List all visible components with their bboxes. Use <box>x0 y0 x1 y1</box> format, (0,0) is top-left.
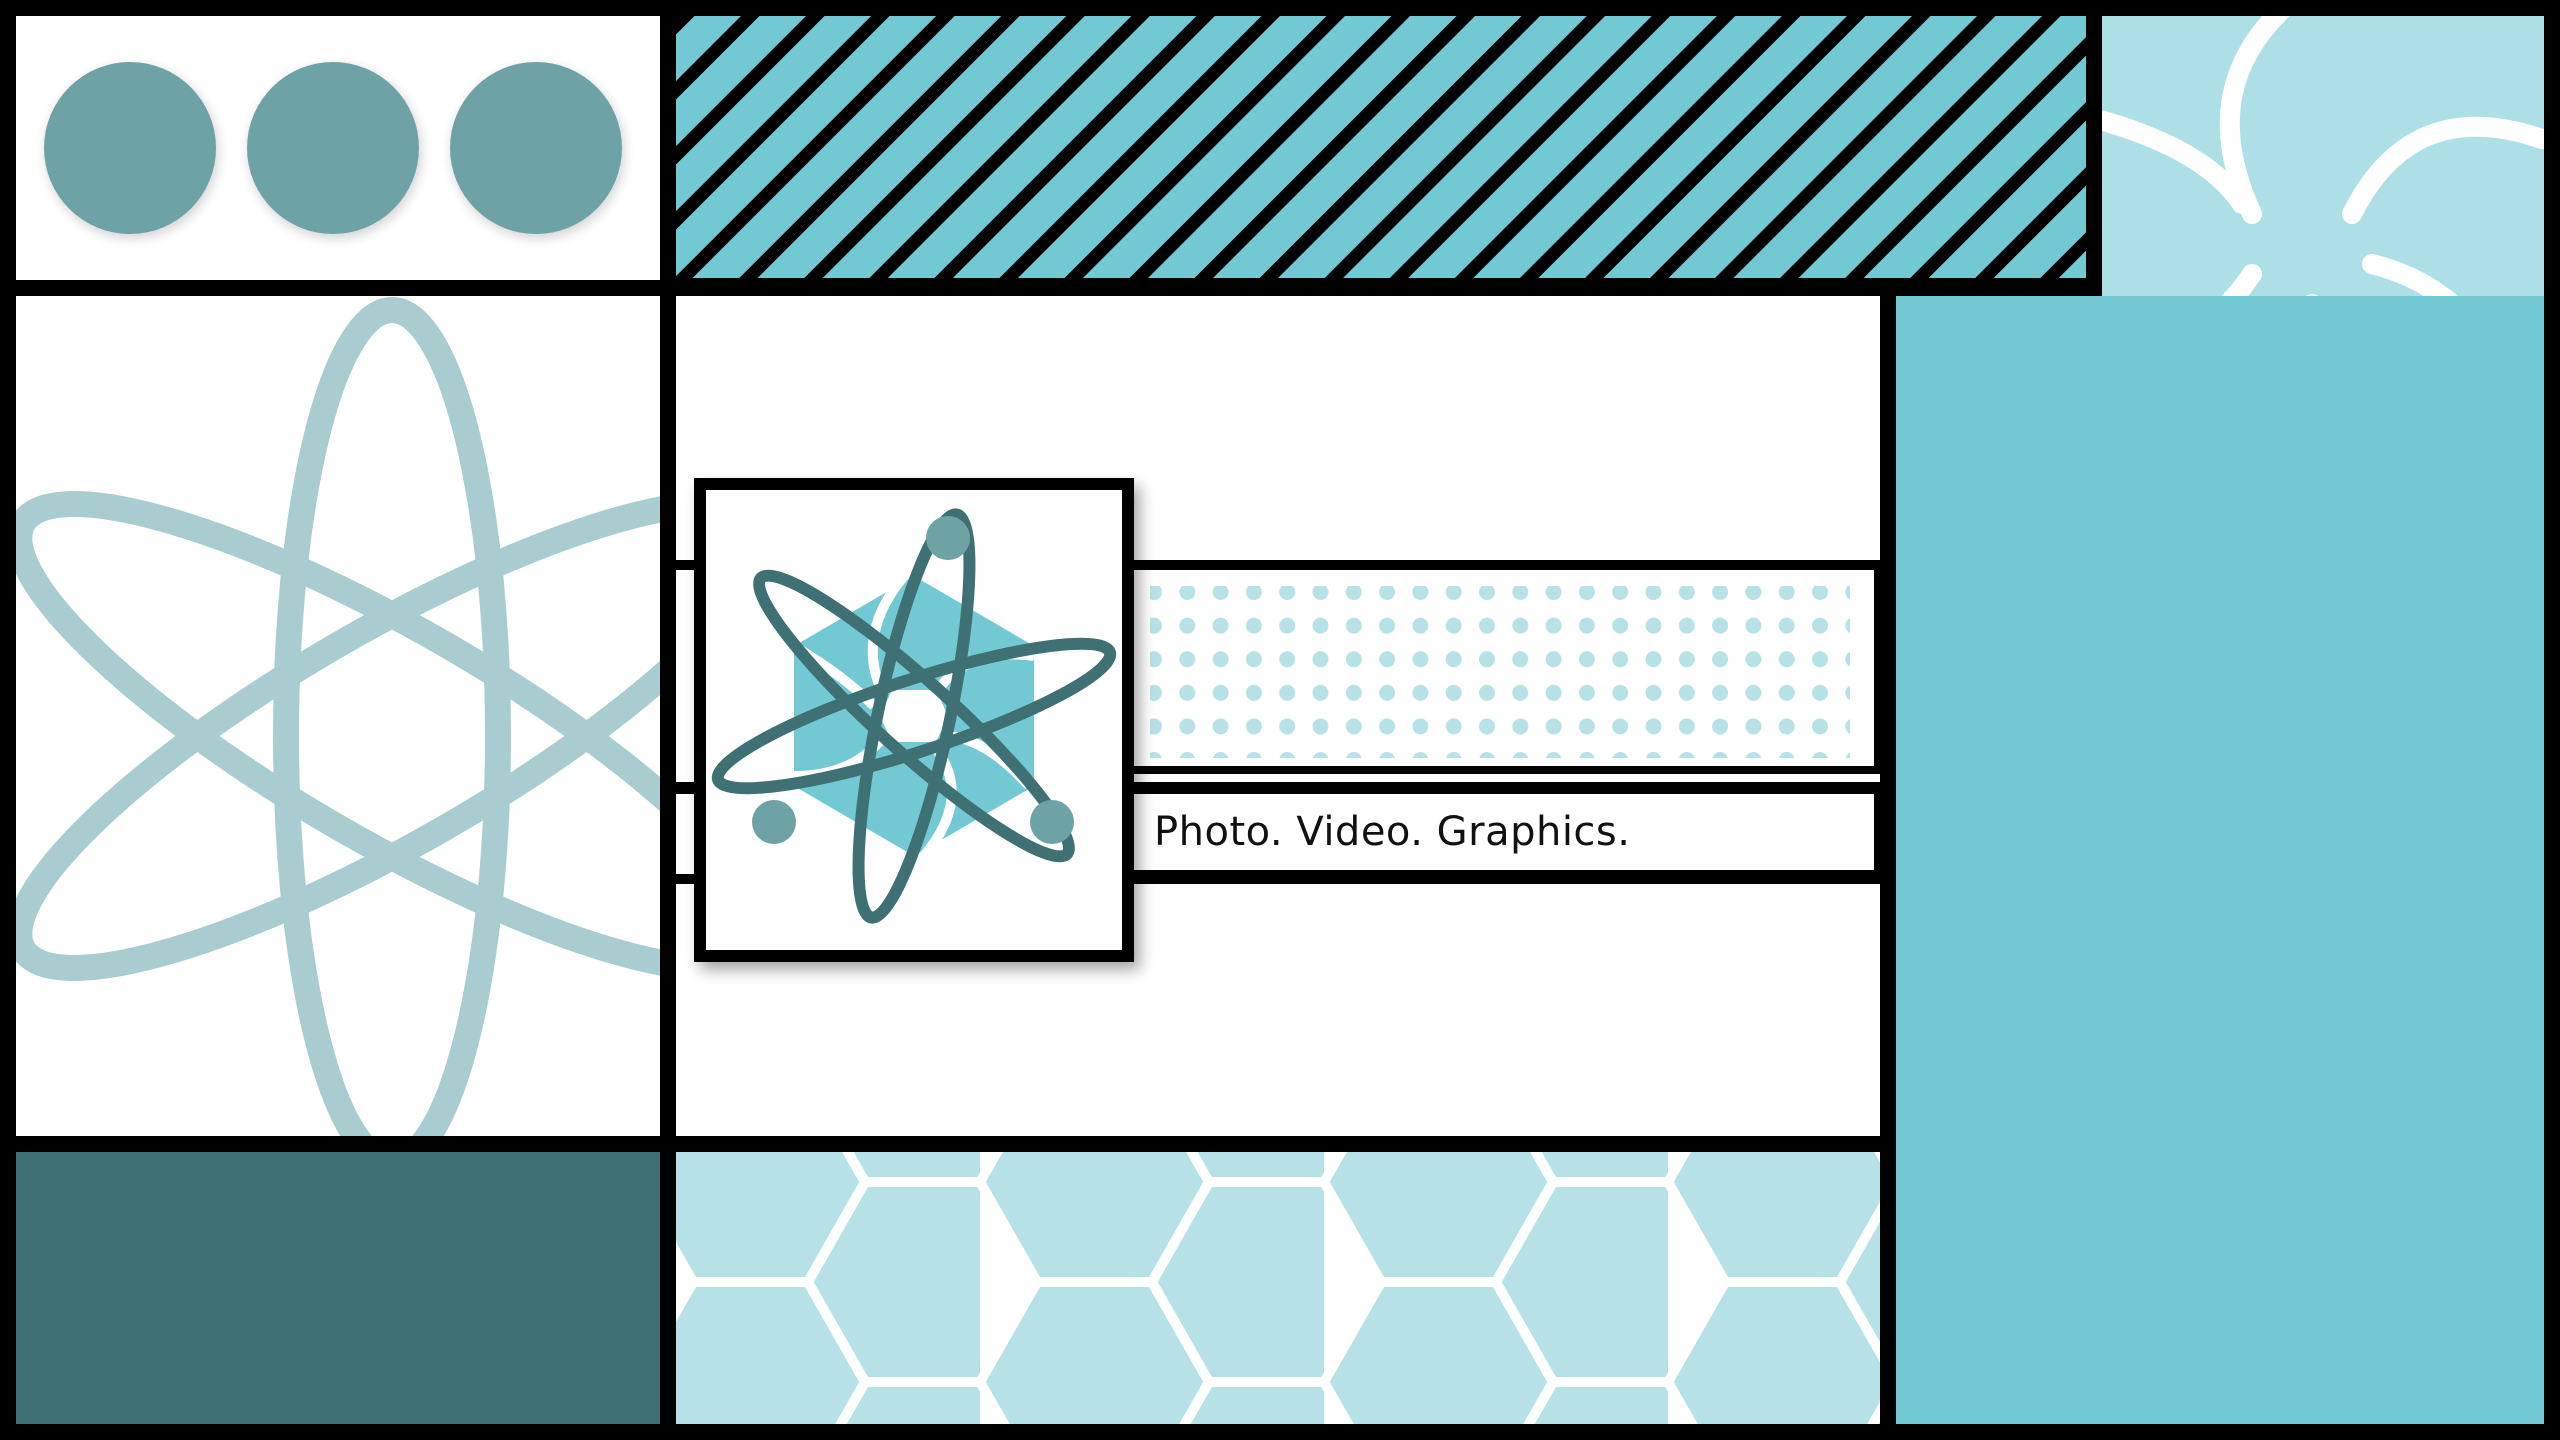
dark-teal-panel <box>16 1152 660 1424</box>
diagonal-stripes-pattern <box>676 16 2086 278</box>
strip-stub-bottom2 <box>676 874 706 884</box>
tagline-strip: Photo. Video. Graphics. <box>1130 782 1880 884</box>
circle-3 <box>450 62 622 234</box>
hexagon-panel <box>676 1152 1880 1424</box>
tagline-text: Photo. Video. Graphics. <box>1154 809 1631 855</box>
atom-orbit-vertical <box>273 297 511 1136</box>
atom-orbit-left <box>16 491 660 981</box>
cyan-side-panel <box>1896 296 2544 1424</box>
hexagon-pattern <box>676 1152 1880 1424</box>
circles-row-icon <box>44 62 624 238</box>
logo-icon <box>711 508 1117 924</box>
atom-icon <box>16 297 660 1136</box>
logo-box <box>694 478 1134 962</box>
logo-orbit-2 <box>711 637 1117 795</box>
circle-2 <box>247 62 419 234</box>
dots-strip <box>1130 560 1880 774</box>
logo-electron-3 <box>1030 800 1074 844</box>
circle-1 <box>44 62 216 234</box>
dot-pattern <box>1150 586 1850 758</box>
logo-orbit-3 <box>753 569 1075 863</box>
strip-stub-top <box>676 560 706 570</box>
logo-electron-1 <box>926 516 970 560</box>
logo-orbit-1 <box>852 508 976 924</box>
atom-orbit-right <box>16 491 660 981</box>
stripes-panel <box>676 16 2086 278</box>
circles-panel <box>16 16 660 280</box>
atom-panel <box>16 296 660 1136</box>
logo-electron-2 <box>752 800 796 844</box>
